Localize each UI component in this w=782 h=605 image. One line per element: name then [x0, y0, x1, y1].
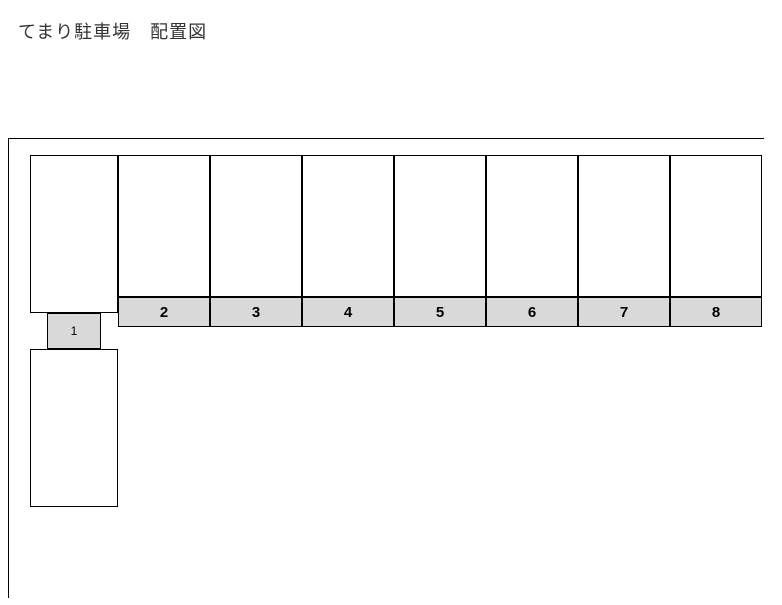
- slot-label: 7: [578, 297, 670, 327]
- left-stall-lower: [30, 349, 118, 507]
- parking-stall: [210, 155, 302, 297]
- slot-label-text: 3: [252, 304, 260, 321]
- page-title: てまり駐車場 配置図: [18, 18, 207, 44]
- slot-label-text: 4: [344, 304, 352, 321]
- slot-label-text: 7: [620, 304, 628, 321]
- slot-label: 2: [118, 297, 210, 327]
- left-stall-upper: [30, 155, 118, 313]
- slot-label-text: 6: [528, 304, 536, 321]
- parking-stall: [486, 155, 578, 297]
- slot-label: 3: [210, 297, 302, 327]
- slot-label: 6: [486, 297, 578, 327]
- slot-label-text: 8: [712, 304, 720, 321]
- slot-label-text: 5: [436, 304, 444, 321]
- slot-label: 8: [670, 297, 762, 327]
- parking-stall: [394, 155, 486, 297]
- slot-1-text: 1: [71, 324, 78, 338]
- parking-stall: [578, 155, 670, 297]
- slot-1-label: 1: [47, 313, 101, 349]
- parking-stall: [670, 155, 762, 297]
- slot-label: 4: [302, 297, 394, 327]
- parking-stall: [118, 155, 210, 297]
- slot-label: 5: [394, 297, 486, 327]
- parking-stall: [302, 155, 394, 297]
- slot-label-text: 2: [160, 304, 168, 321]
